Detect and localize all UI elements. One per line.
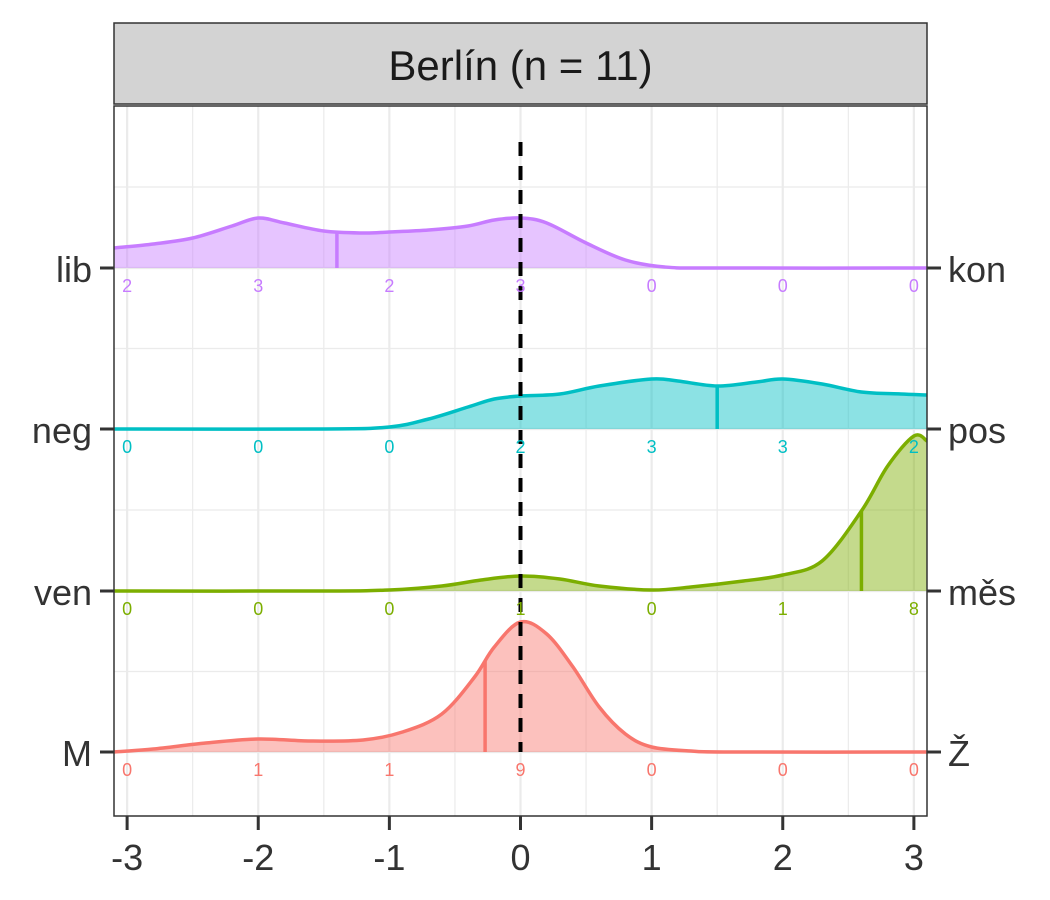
- count-label-lib: 3: [253, 276, 263, 296]
- density-line-lib: [113, 216, 928, 270]
- y-label-left: neg: [32, 410, 92, 451]
- count-label-lib: 2: [384, 276, 394, 296]
- count-label-M: 1: [384, 760, 394, 780]
- x-tick-label: -3: [111, 837, 143, 878]
- y-label-right: měs: [948, 572, 1016, 613]
- y-label-left: lib: [56, 249, 92, 290]
- count-label-ven: 0: [647, 599, 657, 619]
- x-tick-label: 0: [510, 837, 530, 878]
- x-tick-label: 3: [904, 837, 924, 878]
- x-tick-label: 2: [773, 837, 793, 878]
- count-label-lib: 0: [909, 276, 919, 296]
- y-label-right: kon: [948, 249, 1006, 290]
- count-label-M: 1: [253, 760, 263, 780]
- count-label-M: 9: [515, 760, 525, 780]
- count-label-ven: 1: [515, 599, 525, 619]
- strip-background: [113, 22, 928, 105]
- density-area-ven: [114, 434, 927, 592]
- density-line-neg: [113, 377, 928, 431]
- density-line-ven: [113, 433, 928, 593]
- count-label-lib: 0: [778, 276, 788, 296]
- count-label-lib: 2: [122, 276, 132, 296]
- x-tick-label: -2: [242, 837, 274, 878]
- count-label-neg: 0: [253, 437, 263, 457]
- count-label-lib: 3: [515, 276, 525, 296]
- y-label-right: Ž: [948, 733, 970, 774]
- count-labels: 2 3 2 3 0 0 0 0 0 0 2 3 3 2 0 0 0 1 0 1 8 0 1 1 9 0 0 0: [122, 276, 919, 780]
- count-label-M: 0: [647, 760, 657, 780]
- density-area-neg: [114, 378, 927, 430]
- count-label-neg: 0: [122, 437, 132, 457]
- density-line-M: [113, 619, 928, 754]
- y-label-right: pos: [948, 410, 1006, 451]
- count-label-ven: 0: [253, 599, 263, 619]
- count-label-neg: 3: [647, 437, 657, 457]
- count-label-neg: 2: [515, 437, 525, 457]
- x-tick-label: -1: [373, 837, 405, 878]
- y-label-left: M: [62, 733, 92, 774]
- count-label-ven: 8: [909, 599, 919, 619]
- count-label-ven: 0: [122, 599, 132, 619]
- count-label-ven: 0: [384, 599, 394, 619]
- count-label-M: 0: [909, 760, 919, 780]
- chart-title: Berlín (n = 11): [388, 42, 652, 89]
- count-label-M: 0: [778, 760, 788, 780]
- count-label-M: 0: [122, 760, 132, 780]
- axes: lib kon neg pos ven měs M Ž -3 -2 -1 0 1 2 3: [32, 249, 1016, 878]
- count-label-neg: 0: [384, 437, 394, 457]
- count-label-neg: 3: [778, 437, 788, 457]
- y-label-left: ven: [34, 572, 92, 613]
- count-label-lib: 0: [647, 276, 657, 296]
- count-label-neg: 2: [909, 437, 919, 457]
- x-tick-label: 1: [642, 837, 662, 878]
- density-area-M: [114, 621, 927, 753]
- count-label-ven: 1: [778, 599, 788, 619]
